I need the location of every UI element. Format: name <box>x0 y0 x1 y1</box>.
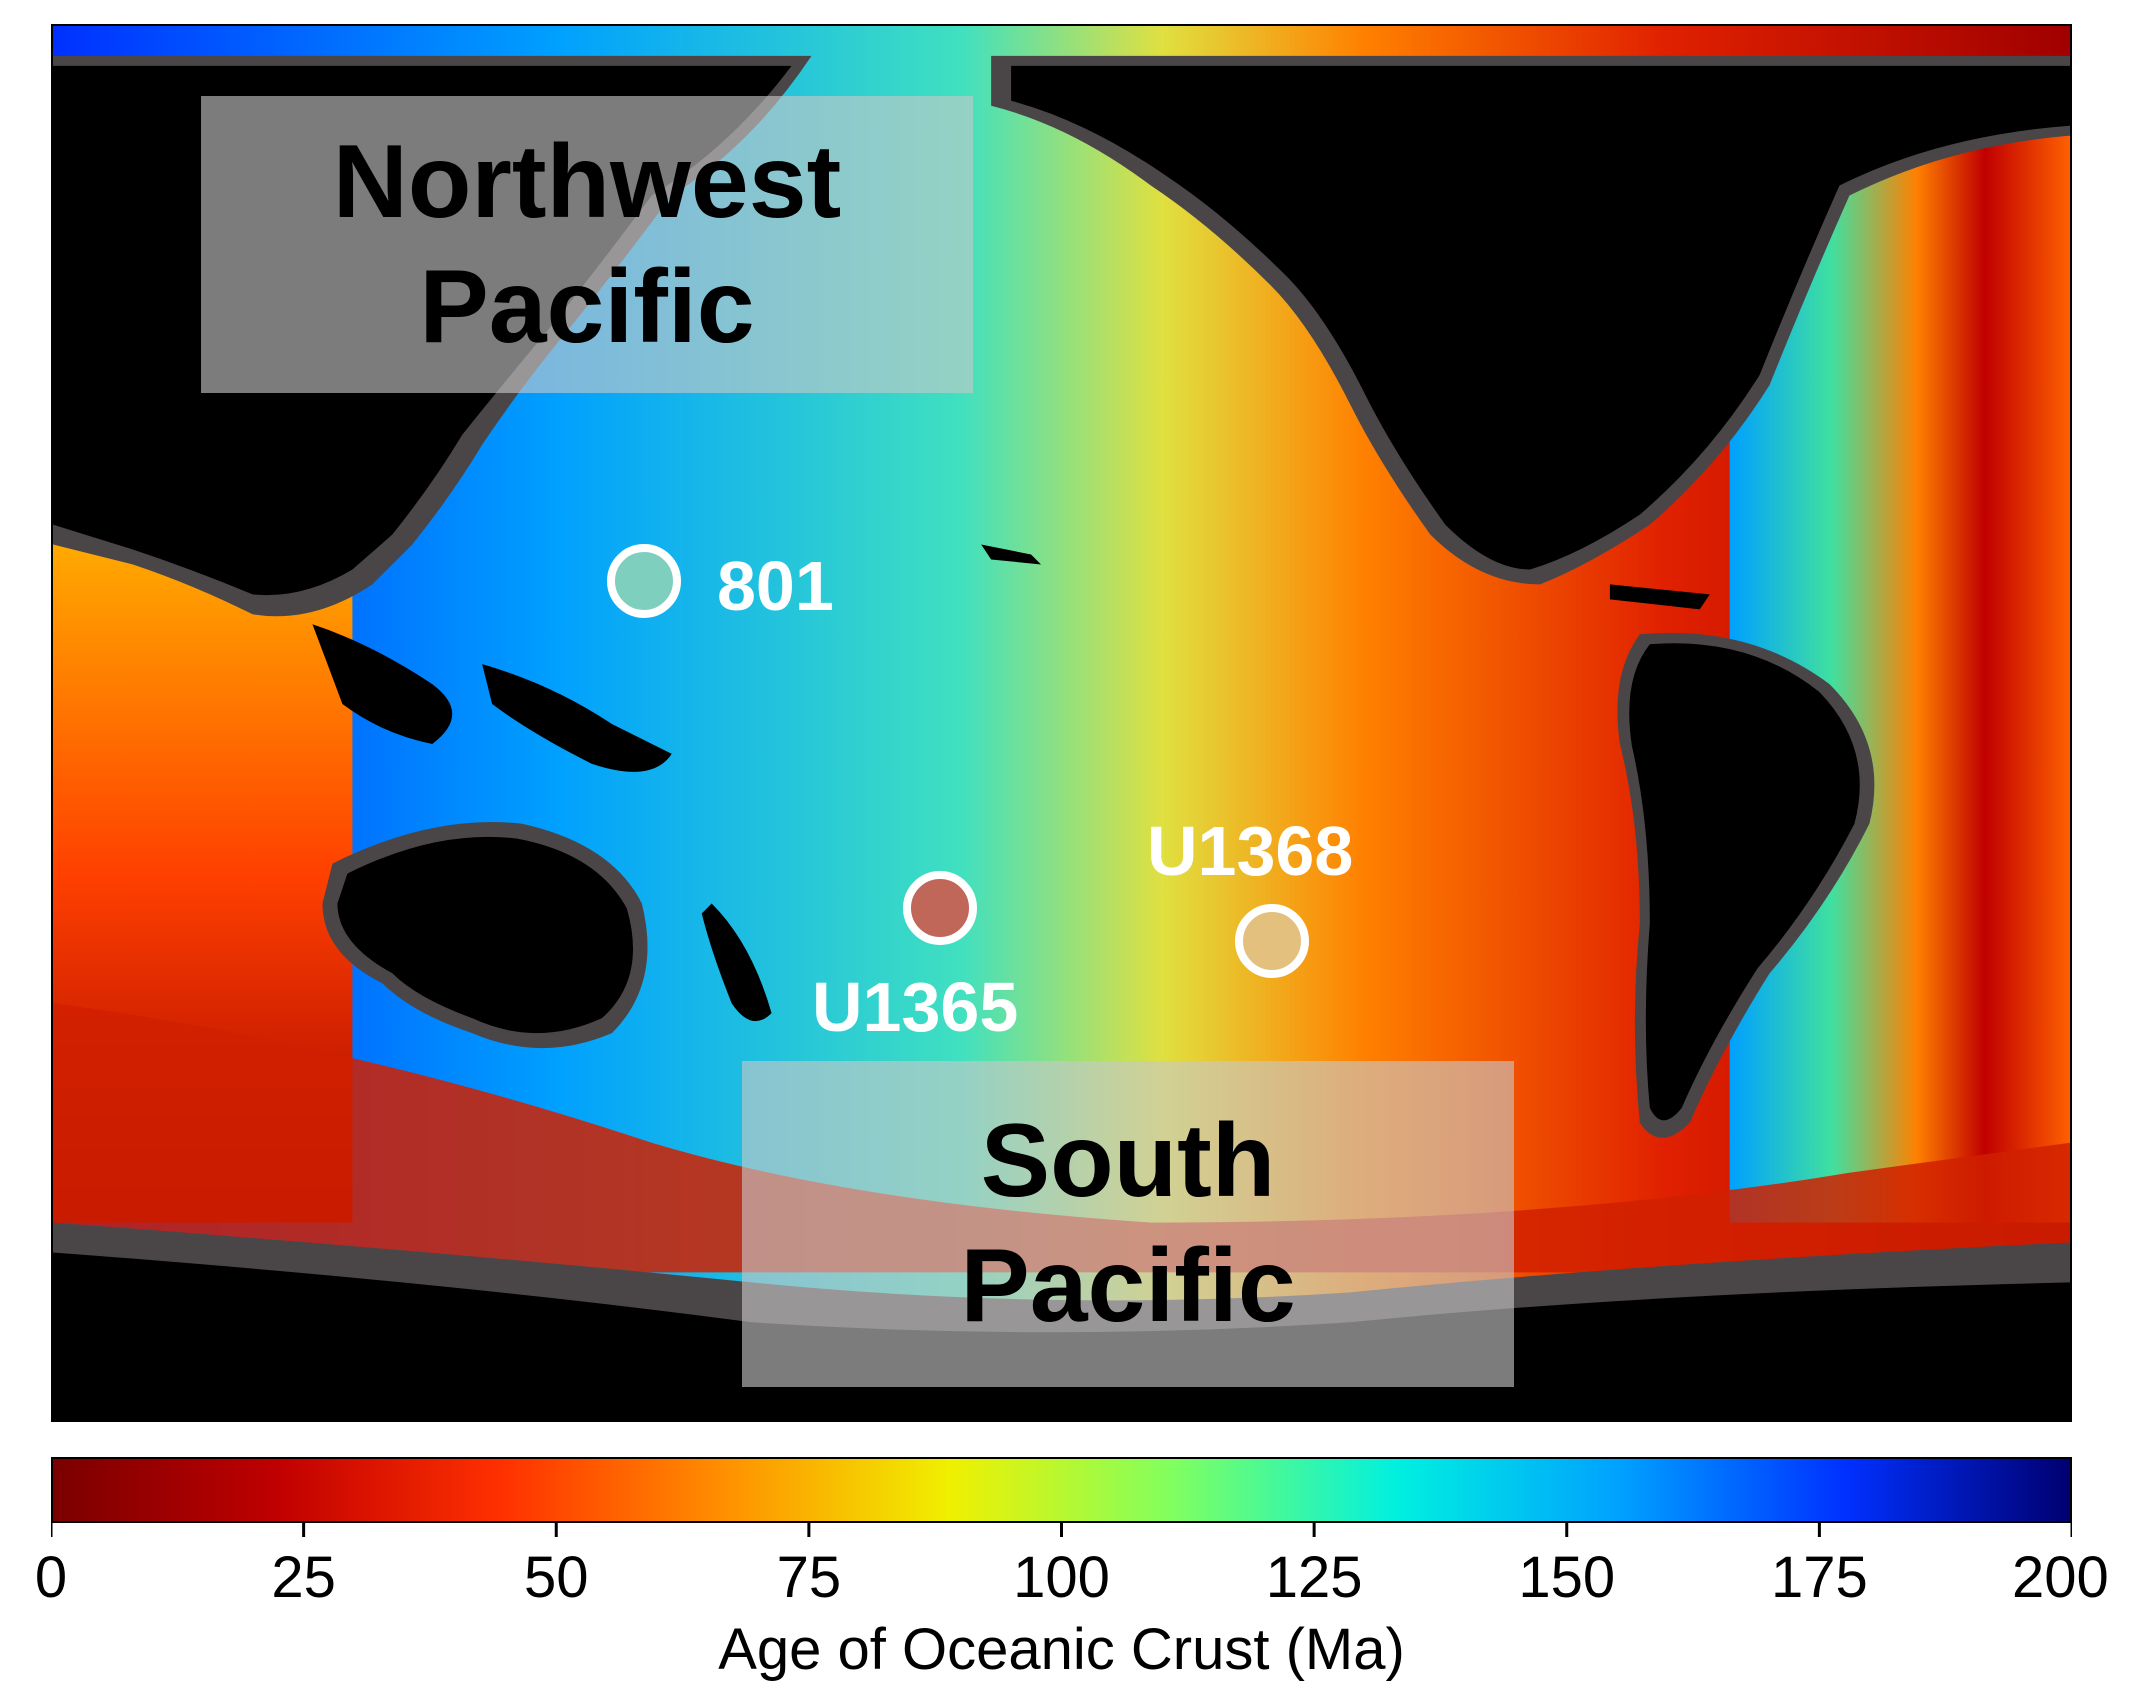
south-america <box>1629 643 1860 1121</box>
ocean-crust-age-map: Northwest Pacific South Pacific 801 U136… <box>51 24 2072 1422</box>
northwest-pacific-box: Northwest Pacific <box>201 96 973 393</box>
site-801-label: 801 <box>717 547 834 625</box>
colorbar-tick-label: 100 <box>1013 1545 1110 1610</box>
colorbar-tick-label: 125 <box>1265 1545 1363 1610</box>
colorbar-ticks <box>51 1523 2072 1537</box>
borneo-island <box>312 624 453 744</box>
southern-ocean <box>53 1003 2070 1273</box>
colorbar-tick-label: 25 <box>271 1545 336 1610</box>
colorbar-tick-label: 75 <box>776 1545 842 1610</box>
colorbar-title: Age of Oceanic Crust (Ma) <box>718 1617 1405 1682</box>
colorbar-tick-label: 0 <box>34 1545 68 1610</box>
colorbar-tick-label: 150 <box>1518 1545 1616 1610</box>
north-america <box>1011 65 2070 570</box>
south-pacific-label: South Pacific <box>960 1103 1296 1344</box>
australia <box>337 836 634 1034</box>
site-u1365-label: U1365 <box>812 968 1019 1046</box>
site-u1365-marker[interactable] <box>903 871 977 945</box>
site-u1368-label: U1368 <box>1147 812 1354 890</box>
new-guinea-island <box>482 664 672 772</box>
south-pacific-box: South Pacific <box>742 1061 1514 1387</box>
colorbar-tick-label: 50 <box>523 1545 589 1610</box>
northwest-pacific-label: Northwest Pacific <box>332 123 842 365</box>
caribbean-islands <box>1609 584 1710 610</box>
colorbar-tick-label: 200 <box>2011 1545 2109 1610</box>
hawaii-islands <box>981 544 1042 565</box>
new-zealand <box>701 903 772 1022</box>
site-801-marker[interactable] <box>607 544 681 618</box>
colorbar-tick-label: 175 <box>1770 1545 1868 1610</box>
site-u1368-marker[interactable] <box>1235 904 1309 978</box>
colorbar <box>51 1457 2072 1523</box>
